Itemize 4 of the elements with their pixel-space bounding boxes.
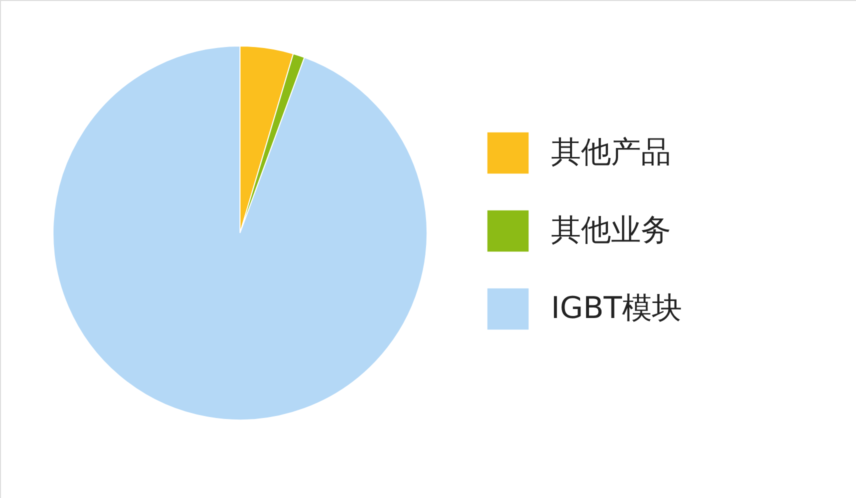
legend-label: 其他业务: [551, 213, 671, 248]
legend-label: 其他产品: [551, 135, 671, 170]
pie-slice: [52, 46, 428, 420]
legend-label: IGBT模块: [551, 291, 682, 326]
